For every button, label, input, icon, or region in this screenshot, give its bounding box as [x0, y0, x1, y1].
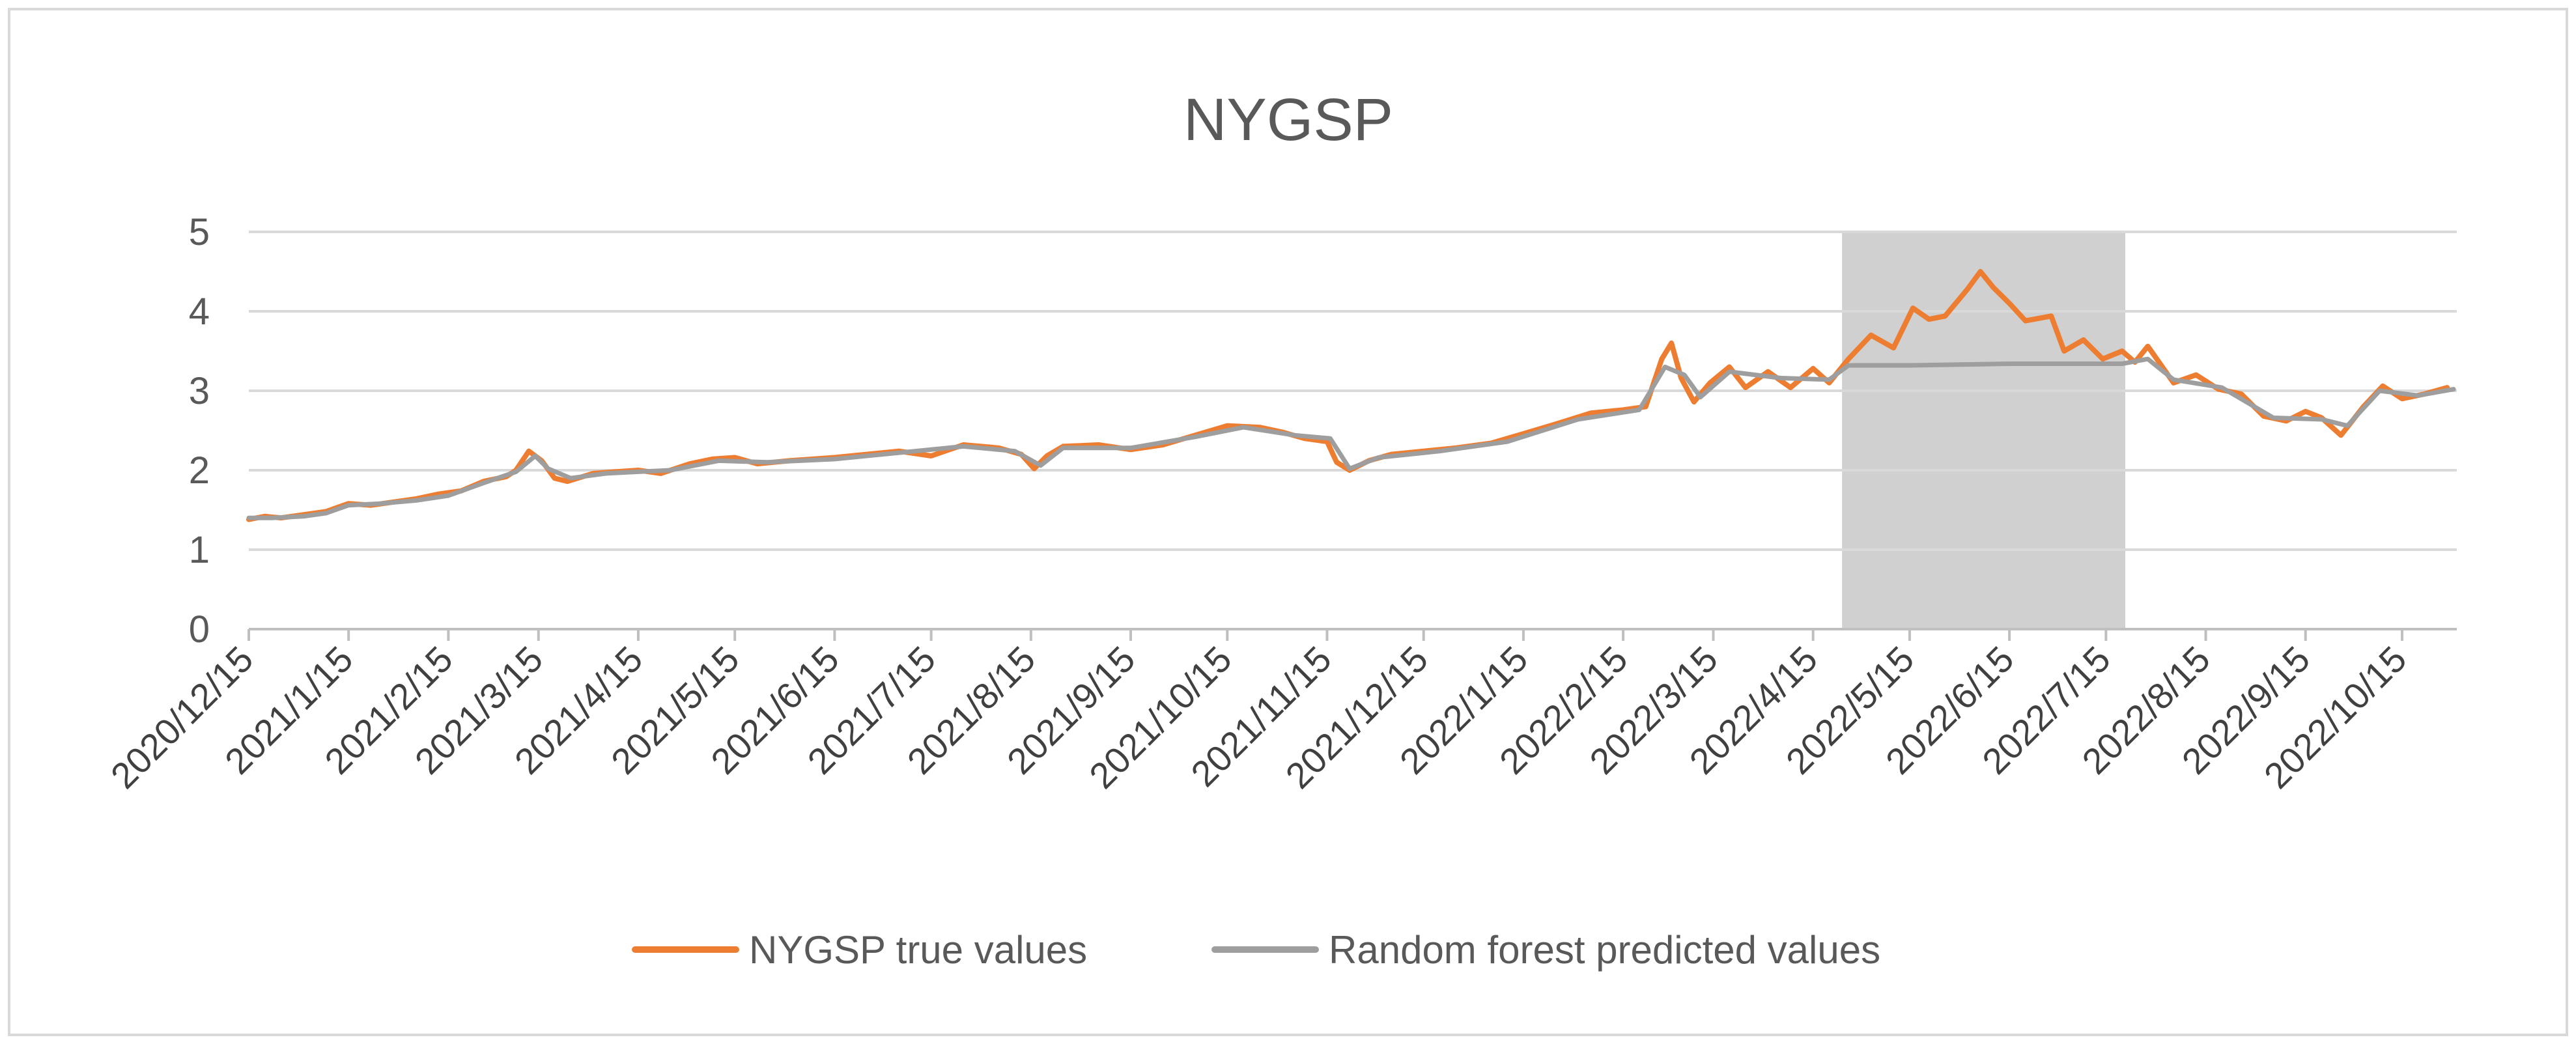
y-tick-label: 0 — [189, 608, 210, 651]
legend-label-predicted: Random forest predicted values — [1329, 928, 1880, 972]
y-tick-label: 1 — [189, 529, 210, 571]
chart-title: NYGSP — [1183, 87, 1393, 153]
y-tick-label: 5 — [189, 211, 210, 253]
legend-label-true: NYGSP true values — [749, 928, 1087, 972]
series-lines — [246, 269, 2456, 522]
y-tick-label: 3 — [189, 370, 210, 412]
y-axis-ticks: 0 1 2 3 4 5 — [189, 211, 210, 651]
shaded-region — [1842, 232, 2126, 629]
chart-border — [8, 8, 2568, 1036]
y-tick-label: 2 — [189, 449, 210, 492]
y-tick-label: 4 — [189, 290, 210, 333]
series-line-predicted-values — [246, 356, 2456, 520]
legend: NYGSP true values Random forest predicte… — [632, 928, 1880, 972]
